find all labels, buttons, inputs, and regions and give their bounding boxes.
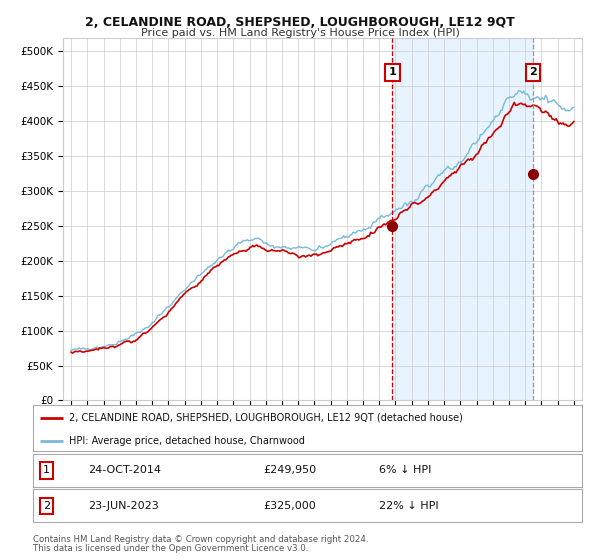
Text: 2: 2 [43,501,50,511]
Text: 2: 2 [529,67,537,77]
Text: 23-JUN-2023: 23-JUN-2023 [88,501,158,511]
Text: 22% ↓ HPI: 22% ↓ HPI [379,501,439,511]
Text: £249,950: £249,950 [263,465,317,475]
Text: Price paid vs. HM Land Registry's House Price Index (HPI): Price paid vs. HM Land Registry's House … [140,28,460,38]
Text: HPI: Average price, detached house, Charnwood: HPI: Average price, detached house, Char… [68,436,305,446]
Text: Contains HM Land Registry data © Crown copyright and database right 2024.: Contains HM Land Registry data © Crown c… [33,535,368,544]
Text: 2, CELANDINE ROAD, SHEPSHED, LOUGHBOROUGH, LE12 9QT (detached house): 2, CELANDINE ROAD, SHEPSHED, LOUGHBOROUG… [68,413,463,423]
Text: 2, CELANDINE ROAD, SHEPSHED, LOUGHBOROUGH, LE12 9QT: 2, CELANDINE ROAD, SHEPSHED, LOUGHBOROUG… [85,16,515,29]
Text: £325,000: £325,000 [263,501,316,511]
Bar [392,38,533,400]
Text: 24-OCT-2014: 24-OCT-2014 [88,465,161,475]
Text: 1: 1 [43,465,50,475]
Text: 1: 1 [389,67,396,77]
Text: This data is licensed under the Open Government Licence v3.0.: This data is licensed under the Open Gov… [33,544,308,553]
Text: 6% ↓ HPI: 6% ↓ HPI [379,465,431,475]
